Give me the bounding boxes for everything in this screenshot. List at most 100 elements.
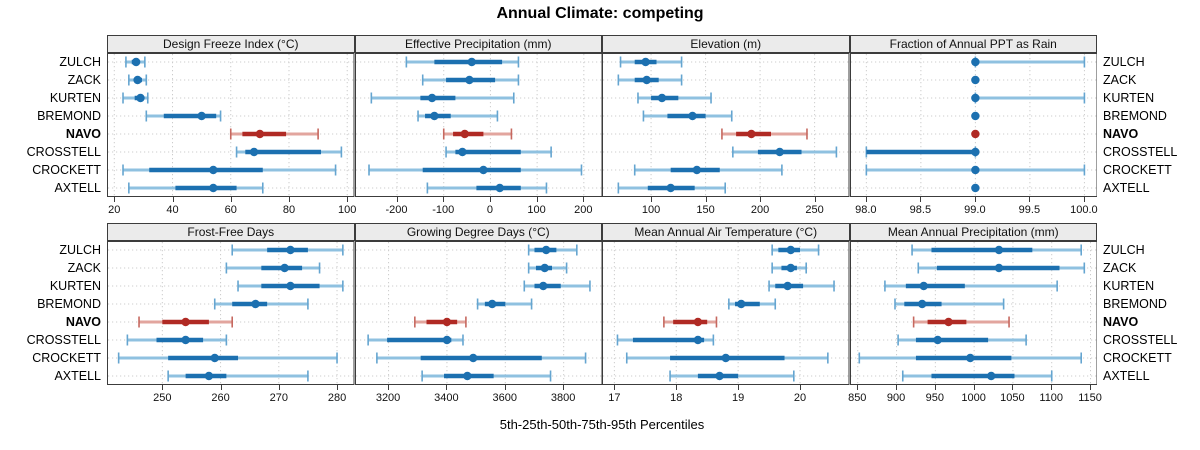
x-axis-tick <box>705 197 707 202</box>
whisker-zulch <box>619 56 683 68</box>
x-tick-label: 900 <box>886 392 906 404</box>
median-dot-kurten <box>538 281 547 291</box>
whisker-kurten <box>122 92 149 104</box>
whisker-zack <box>916 262 1085 274</box>
panel-header-design-freeze-index-c: Design Freeze Index (°C) <box>107 35 355 53</box>
median-dot-navo <box>181 317 190 327</box>
whisker-crosstell <box>444 146 552 158</box>
x-tick-label: 60 <box>224 204 237 216</box>
median-dot-crockett <box>478 165 488 175</box>
median-dot-zulch <box>641 57 650 67</box>
x-axis-tick <box>230 197 232 202</box>
whisker-bremond <box>642 110 733 122</box>
x-axis-tick <box>614 385 616 390</box>
x-axis-tick <box>973 385 975 390</box>
x-tick-label: 280 <box>327 392 347 404</box>
whisker-zack <box>421 74 519 86</box>
x-axis-tick <box>676 385 678 390</box>
median-dot-zack <box>642 75 651 85</box>
row-label-left-crosstell: CROSSTELL <box>26 145 101 159</box>
whisker-navo <box>138 316 234 328</box>
median-dot-navo <box>747 129 756 139</box>
whisker-zack <box>128 74 148 86</box>
x-axis-tick <box>347 197 349 202</box>
x-tick-label: 950 <box>925 392 945 404</box>
whisker-zulch <box>125 56 146 68</box>
x-tick-label: 200 <box>574 204 593 216</box>
x-axis-tick <box>489 197 491 202</box>
x-axis-tick <box>1090 385 1092 390</box>
x-tick-label: 150 <box>696 204 715 216</box>
whisker-kurten <box>768 280 835 292</box>
x-tick-label: 1000 <box>961 392 986 404</box>
whisker-crockett <box>117 352 338 364</box>
whisker-crockett <box>865 164 1085 176</box>
x-tick-label: 19 <box>732 392 745 404</box>
x-axis-tick <box>651 197 653 202</box>
median-dot-zack <box>786 263 795 273</box>
x-axis-tick <box>114 197 116 202</box>
whisker-crosstell <box>366 334 464 346</box>
median-dot-axtell <box>666 183 675 193</box>
whisker-bremond <box>145 110 222 122</box>
median-dot-axtell <box>495 183 504 193</box>
row-label-left-crockett: CROCKETT <box>32 163 101 177</box>
row-label-right-axtell: AXTELL <box>1103 181 1150 195</box>
row-label-right-crosstell: CROSSTELL <box>1103 145 1178 159</box>
row-label-left-navo: NAVO <box>65 127 101 141</box>
whisker-crockett <box>633 164 783 176</box>
whisker-axtell <box>426 182 547 194</box>
panel-plot-elevation-m <box>602 53 850 197</box>
median-dot-navo <box>970 129 980 139</box>
x-axis-tick <box>337 385 339 390</box>
whisker-axtell <box>970 183 980 193</box>
median-dot-kurten <box>783 281 792 291</box>
x-tick-label: 98.0 <box>855 204 877 216</box>
whisker-crockett <box>367 164 582 176</box>
median-dot-crockett <box>970 165 980 175</box>
x-axis-tick <box>443 197 445 202</box>
panel-plot-fraction-of-annual-ppt-as-rain <box>849 53 1097 197</box>
x-axis-tick <box>583 197 585 202</box>
median-dot-kurten <box>286 281 295 291</box>
whisker-kurten <box>637 92 712 104</box>
whisker-zack <box>527 262 567 274</box>
whisker-crosstell <box>732 146 838 158</box>
median-dot-bremond <box>487 299 496 309</box>
whisker-zack <box>771 262 807 274</box>
row-label-right-axtell: AXTELL <box>1103 369 1150 383</box>
whisker-navo <box>442 128 512 140</box>
x-tick-label: 1150 <box>1078 392 1102 404</box>
row-label-right-bremond: BREMOND <box>1103 297 1167 311</box>
median-dot-axtell <box>970 183 980 193</box>
median-dot-zulch <box>786 245 795 255</box>
x-axis-tick <box>896 385 898 390</box>
whisker-navo <box>229 128 319 140</box>
row-label-right-crockett: CROCKETT <box>1103 351 1172 365</box>
panel-header-frost-free-days: Frost-Free Days <box>107 223 355 241</box>
x-axis-tick <box>738 385 740 390</box>
panel-plot-growing-degree-days-c <box>354 241 602 385</box>
whisker-zack <box>617 74 683 86</box>
x-axis-tick <box>396 197 398 202</box>
whisker-kurten <box>883 280 1058 292</box>
panel-header-growing-degree-days-c: Growing Degree Days (°C) <box>354 223 602 241</box>
median-dot-crockett <box>965 353 974 363</box>
whisker-crosstell <box>235 146 343 158</box>
x-tick-label: 100 <box>527 204 546 216</box>
median-dot-kurten <box>136 93 145 103</box>
x-axis-tick <box>388 385 390 390</box>
chart-title: Annual Climate: competing <box>496 5 704 22</box>
whisker-axtell <box>617 182 727 194</box>
whisker-kurten <box>522 280 591 292</box>
median-dot-bremond <box>737 299 746 309</box>
median-dot-zulch <box>467 57 476 67</box>
median-dot-axtell <box>986 371 995 381</box>
panel-header-mean-annual-air-temperature-c: Mean Annual Air Temperature (°C) <box>602 223 850 241</box>
panel-plot-effective-precipitation-mm <box>354 53 602 197</box>
median-dot-bremond <box>251 299 260 309</box>
whisker-navo <box>912 316 1010 328</box>
whisker-zulch <box>527 244 578 256</box>
row-label-right-navo: NAVO <box>1103 315 1139 329</box>
whisker-bremond <box>970 111 980 121</box>
